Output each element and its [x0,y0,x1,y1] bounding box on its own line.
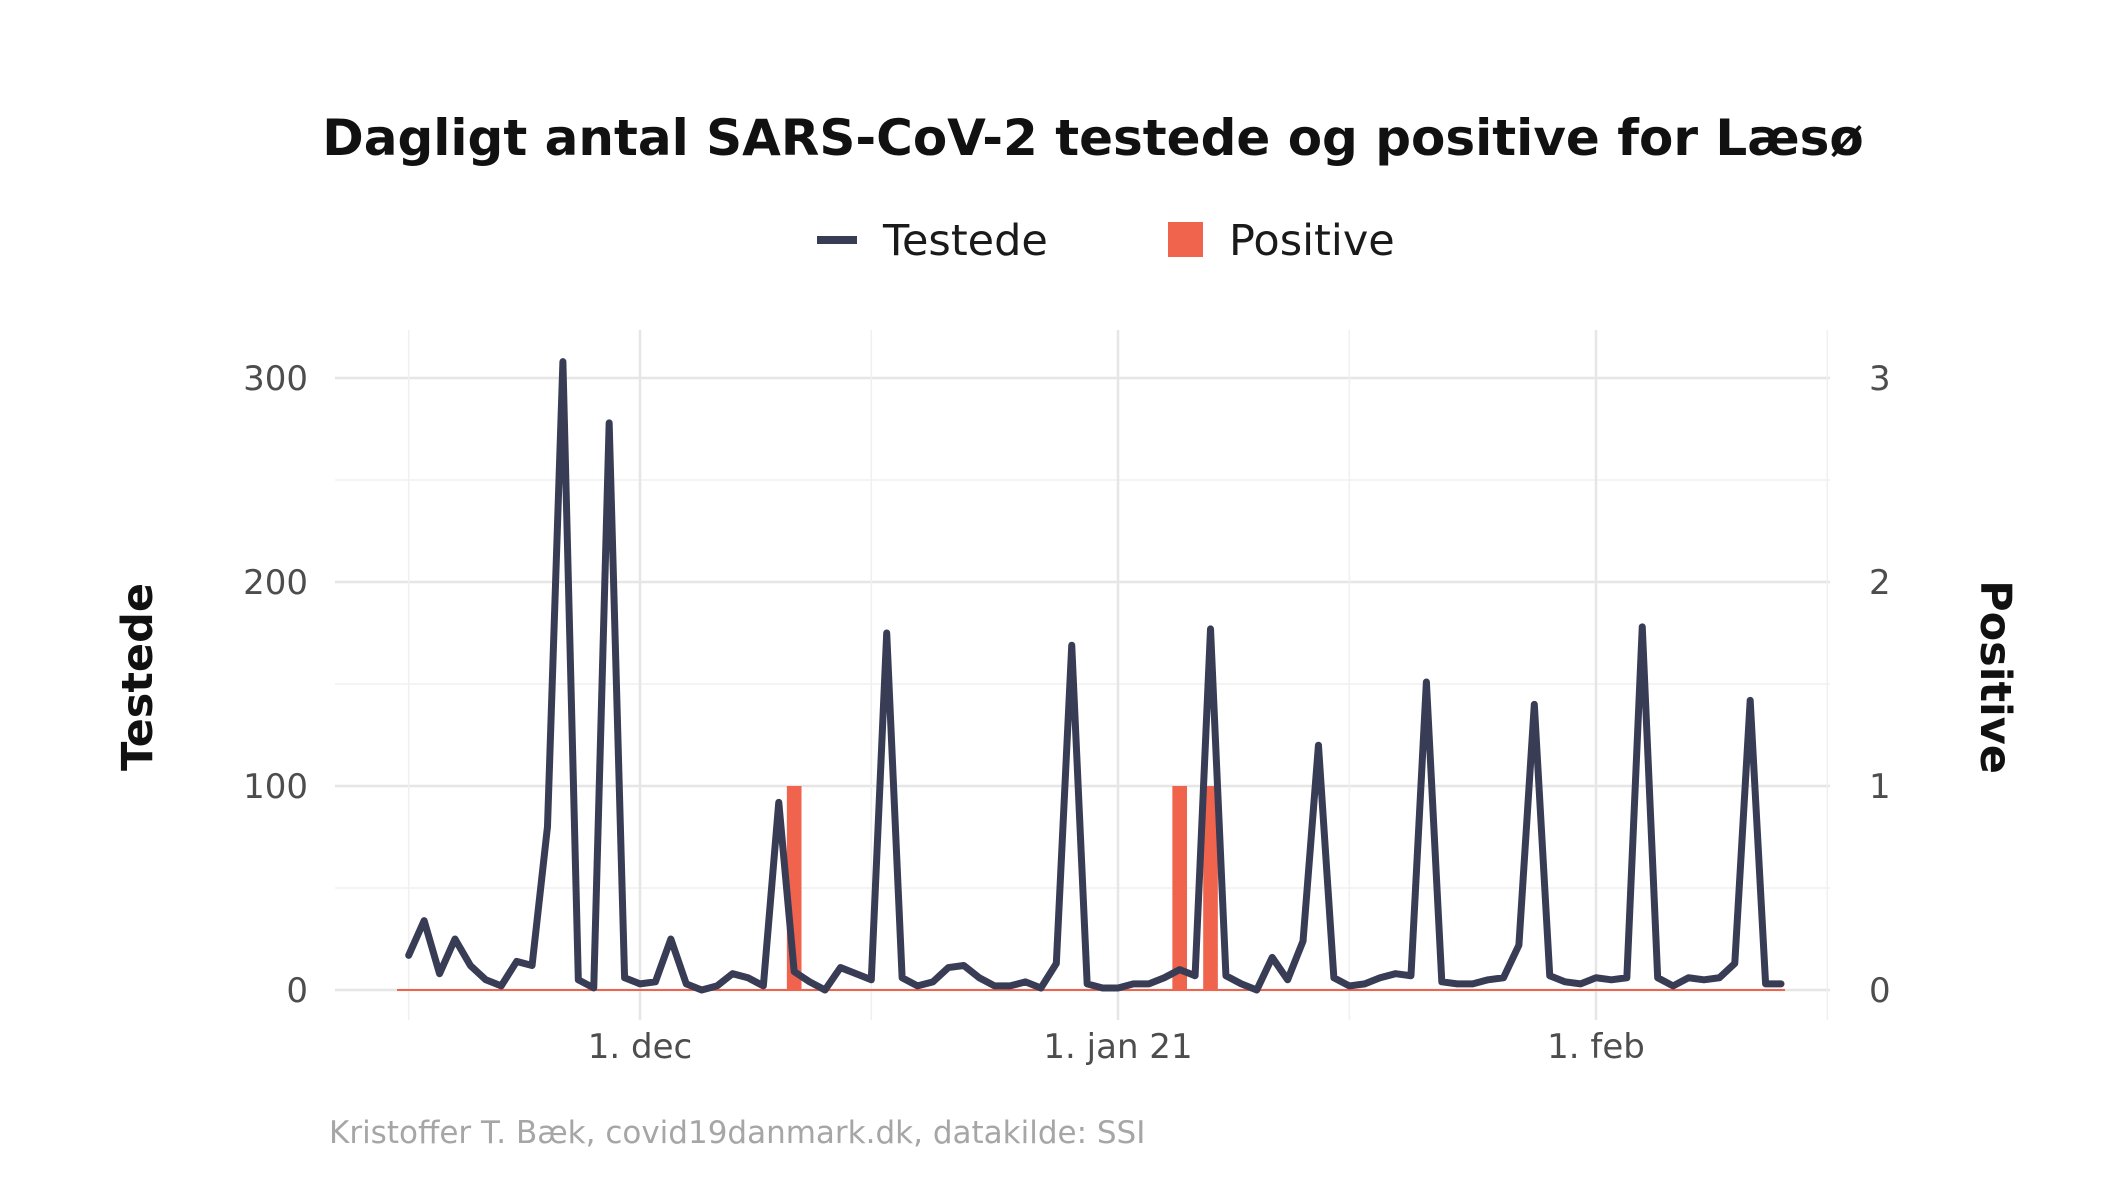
right-tick-label: 3 [1869,359,1891,399]
testede-series-line [405,358,1785,994]
x-tick-label: 1. feb [1547,1027,1645,1067]
chart-caption: Kristoffer T. Bæk, covid19danmark.dk, da… [329,1115,1145,1151]
left-axis-ticks: 0 100 200 300 [243,359,308,1011]
left-axis-title: Testede [113,583,163,771]
left-tick-label: 300 [243,359,308,399]
positive-bar [1203,786,1218,990]
left-tick-label: 200 [243,563,308,603]
chart-title: Dagligt antal SARS-CoV-2 testede og posi… [322,109,1864,167]
right-axis-title: Positive [1970,580,2020,774]
legend: Testede Positive [817,216,1395,266]
right-tick-label: 1 [1869,767,1891,807]
x-tick-label: 1. dec [588,1027,692,1067]
left-tick-label: 0 [286,971,308,1011]
x-axis-ticks: 1. dec 1. jan 21 1. feb [588,1027,1645,1067]
left-tick-label: 100 [243,767,308,807]
right-tick-label: 2 [1869,563,1891,603]
x-tick-label: 1. jan 21 [1043,1027,1192,1067]
legend-square-swatch-positive [1168,222,1203,257]
right-axis-ticks: 0 1 2 3 [1869,359,1891,1011]
positive-bar [1172,786,1188,990]
legend-label-positive: Positive [1229,216,1395,266]
right-tick-label: 0 [1869,971,1891,1011]
legend-label-testede: Testede [882,216,1048,266]
